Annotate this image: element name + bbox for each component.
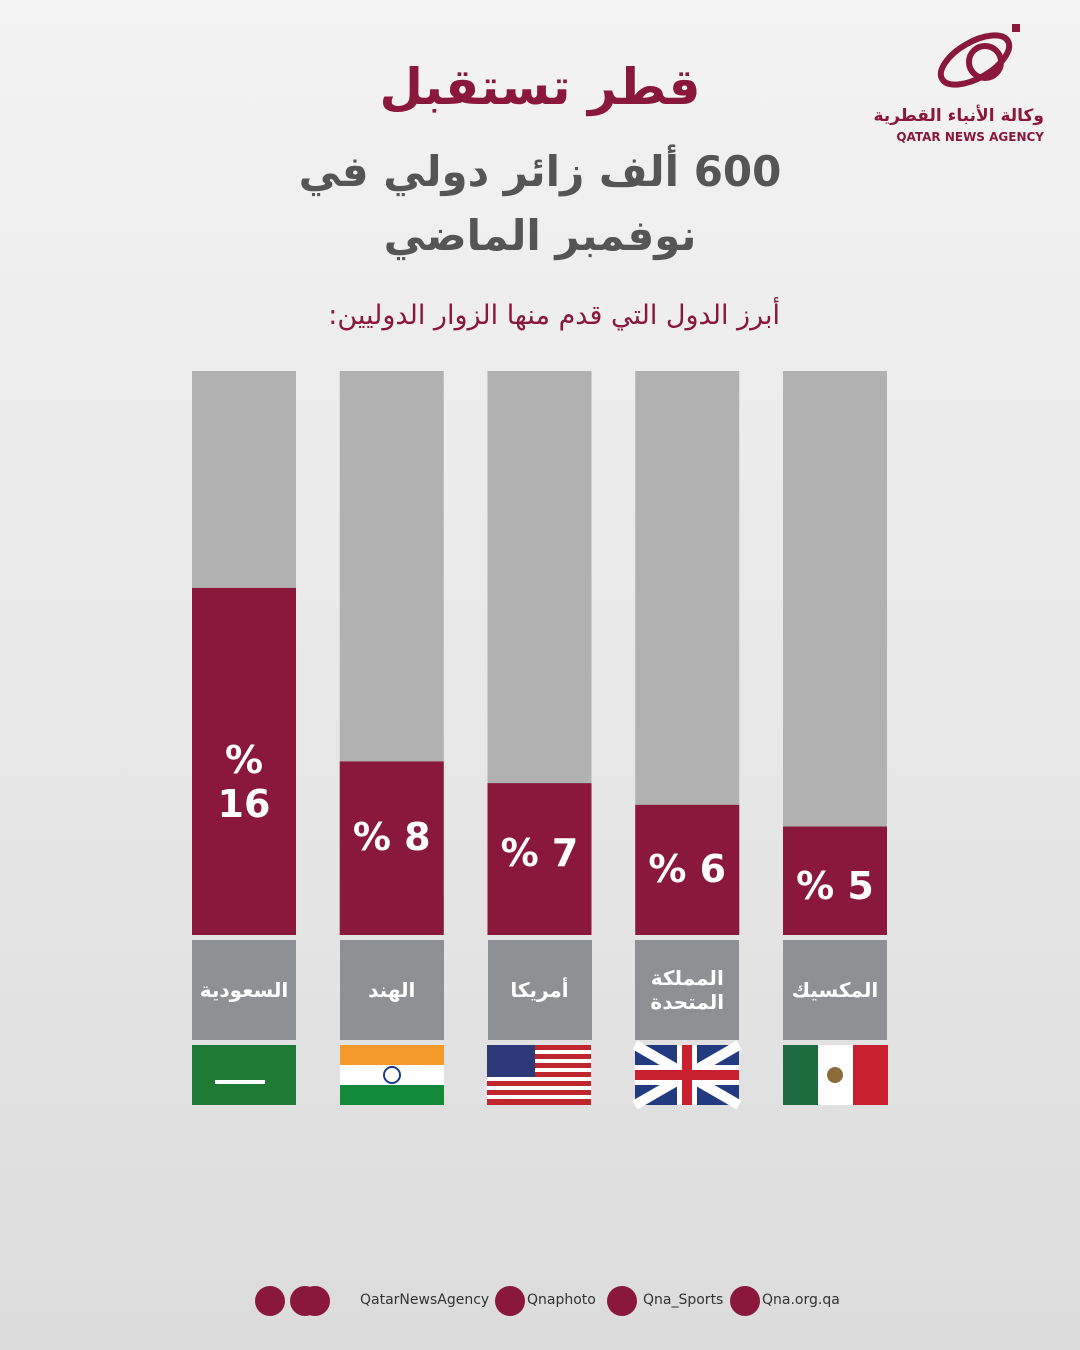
flags xyxy=(192,1040,888,1110)
social-handle: Qna.org.qa xyxy=(762,1292,840,1308)
value-label: % 16 xyxy=(217,737,271,826)
logo-name-en: QATAR NEWS AGENCY xyxy=(896,130,1044,144)
bar xyxy=(192,587,296,935)
bar xyxy=(635,804,740,935)
category-label: المملكة المتحدة xyxy=(635,940,740,1040)
value-label: % 8 xyxy=(352,814,431,859)
value-label: % 5 xyxy=(796,863,874,908)
value-label: % 6 xyxy=(648,847,727,892)
category-label: أمريكا xyxy=(487,940,592,1040)
subtitle: 600 ألف زائر دولي في نوفمبر الماضي xyxy=(298,147,782,260)
category-label: الهند xyxy=(339,940,444,1040)
bar xyxy=(339,761,444,935)
social-icon xyxy=(730,1286,760,1316)
logo-mark xyxy=(937,24,1020,88)
social-icon xyxy=(495,1286,525,1316)
bar xyxy=(487,783,592,935)
logo-name-ar: وكالة الأنباء القطرية xyxy=(873,106,1044,126)
social-handle: Qnaphoto xyxy=(527,1292,596,1308)
title: قطر تستقبل xyxy=(379,58,701,116)
social-handle: Qna_Sports xyxy=(643,1292,724,1308)
section-title: أبرز الدول التي قدم منها الزوار الدوليين… xyxy=(328,300,780,331)
bar xyxy=(783,826,887,935)
social-handle: QatarNewsAgency xyxy=(360,1292,490,1308)
social-icon xyxy=(255,1286,285,1316)
category-label: السعودية xyxy=(192,940,296,1040)
value-label: % 7 xyxy=(500,831,579,876)
social-icon xyxy=(290,1286,320,1316)
category-label: المكسيك xyxy=(783,940,887,1040)
social-icon xyxy=(607,1286,637,1316)
